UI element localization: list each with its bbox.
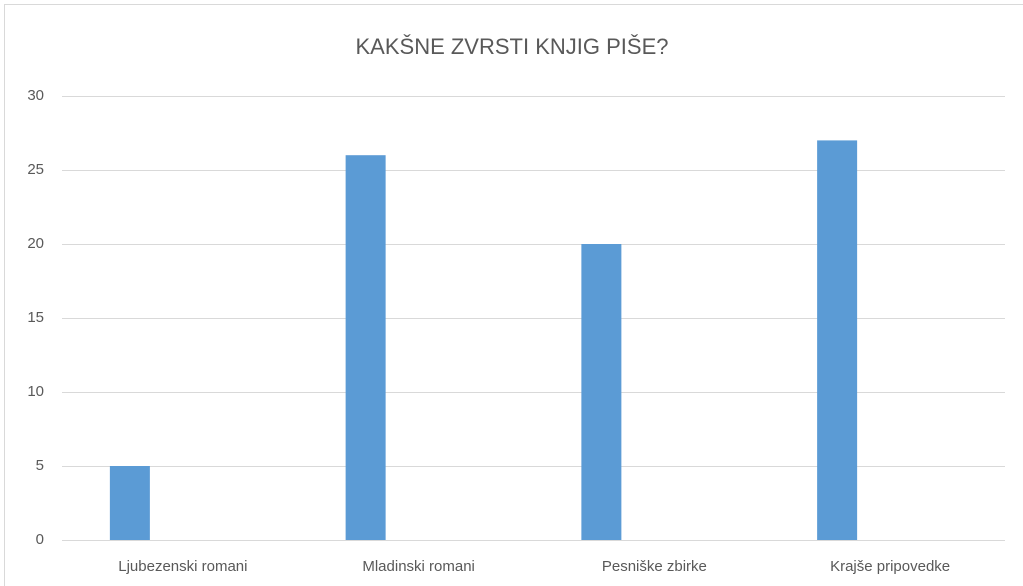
chart-title: KAKŠNE ZVRSTI KNJIG PIŠE?	[356, 34, 669, 59]
bar	[109, 466, 150, 540]
y-tick-label: 20	[27, 235, 44, 252]
y-tick-label: 25	[27, 161, 44, 178]
chart-frame	[4, 4, 1023, 586]
bar	[345, 155, 386, 540]
bar	[817, 140, 858, 540]
y-tick-label: 30	[27, 87, 44, 104]
bar	[581, 244, 622, 540]
x-tick-label: Pesniške zbirke	[602, 558, 707, 575]
y-tick-label: 15	[27, 309, 44, 326]
x-tick-label: Ljubezenski romani	[118, 558, 247, 575]
y-tick-label: 0	[36, 531, 44, 548]
y-tick-label: 10	[27, 383, 44, 400]
x-tick-label: Krajše pripovedke	[830, 558, 950, 575]
y-tick-label: 5	[36, 457, 44, 474]
x-tick-label: Mladinski romani	[362, 558, 475, 575]
